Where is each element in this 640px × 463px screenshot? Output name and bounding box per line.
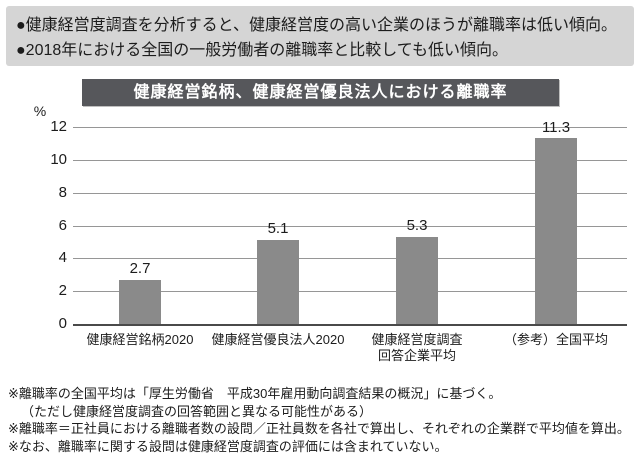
footnote-line: ※なお、離職率に関する設問は健康経営度調査の評価には含まれていない。: [8, 438, 448, 454]
category-label: 健康経営銘柄2020: [86, 332, 194, 347]
gridline: [73, 192, 627, 194]
bar: [396, 236, 438, 324]
y-axis-unit-label: %: [33, 103, 47, 119]
bar: [535, 138, 577, 324]
chart-title-banner: 健康経営銘柄、健康経営優良法人における離職率: [82, 79, 559, 106]
y-tick-label: 2: [58, 282, 67, 300]
gridline: [73, 291, 627, 293]
gridline: [73, 127, 627, 128]
bar-value-label: 5.3: [406, 216, 428, 234]
summary-box: ●健康経営度調査を分析すると、健康経営度の高い企業のほうが離職率は低い傾向。 ●…: [6, 6, 634, 66]
category-label: （参考）全国平均: [503, 332, 608, 347]
y-tick-label: 0: [58, 315, 67, 332]
bar-value-label: 11.3: [541, 118, 571, 136]
bar-value-label: 2.7: [129, 259, 151, 277]
gridline: [73, 258, 627, 260]
y-tick-label: 4: [58, 249, 67, 267]
y-tick-label: 8: [58, 183, 67, 201]
summary-bullet-1: ●健康経営度調査を分析すると、健康経営度の高い企業のほうが離職率は低い傾向。: [16, 17, 618, 34]
summary-bullet-2: ●2018年における全国の一般労働者の離職率と比較しても低い傾向。: [16, 42, 508, 59]
footnote-line: （ただし健康経営度調査の回答範囲と異なる可能性がある）: [21, 403, 373, 419]
footnote-line: ※離職率＝正社員における離職者数の設問／正社員数を各社で算出し、それぞれの企業群…: [8, 421, 630, 436]
bar-chart-plot-area: 12 10 8 6 4 2 0 2.7 健康経営銘柄2020 5.1 健康経営優良法人2020 5.3…: [50, 118, 627, 363]
category-label: 健康経営度調査 回答企業平均: [371, 332, 463, 363]
bar-value-label: 5.1: [267, 220, 289, 238]
y-tick-label: 12: [50, 118, 67, 135]
category-label: 健康経営優良法人2020: [211, 332, 345, 347]
bar: [257, 240, 299, 324]
bar: [119, 279, 161, 324]
y-tick-label: 6: [58, 216, 67, 234]
footnotes: ※離職率の全国平均は「厚生労働省 平成30年雇用動向調査結果の概況」に基づく。 …: [8, 385, 638, 455]
gridline: [73, 225, 627, 227]
footnote-line: ※離職率の全国平均は「厚生労働省 平成30年雇用動向調査結果の概況」に基づく。: [8, 386, 502, 401]
y-tick-label: 10: [50, 150, 67, 168]
gridline: [73, 159, 627, 161]
